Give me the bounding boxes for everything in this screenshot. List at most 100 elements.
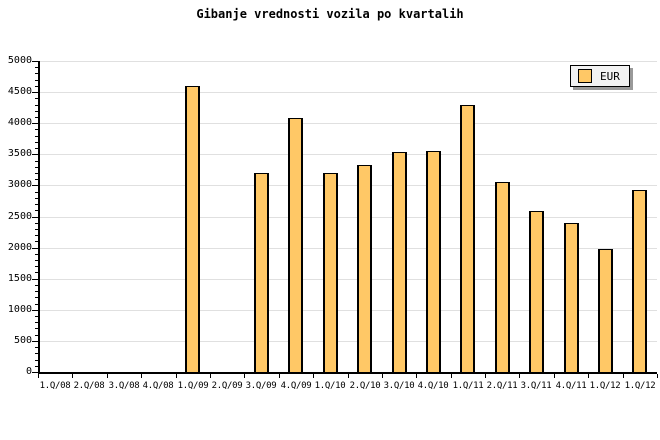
y-axis-tick-label: 4500 (7, 86, 32, 97)
y-gridline (38, 154, 657, 155)
y-axis-minor-tick (35, 366, 38, 367)
y-axis-tick-label: 1000 (7, 304, 32, 315)
x-axis-tick (657, 374, 658, 378)
y-gridline (38, 217, 657, 218)
bar (460, 105, 475, 372)
y-axis-minor-tick (35, 223, 38, 224)
x-axis-tick (554, 374, 555, 378)
x-axis-tick (141, 374, 142, 378)
y-axis-minor-tick (35, 204, 38, 205)
x-axis-tick-label: 4.Q/11 (555, 381, 587, 391)
y-gridline (38, 123, 657, 124)
y-axis-minor-tick (35, 167, 38, 168)
x-axis-tick-label: 1.Q/10 (314, 381, 346, 391)
x-axis-tick-label: 3.Q/10 (383, 381, 415, 391)
y-axis-minor-tick (35, 335, 38, 336)
y-axis-tick-label: 3000 (7, 179, 32, 190)
bar (529, 211, 544, 372)
y-axis-minor-tick (35, 179, 38, 180)
y-axis-minor-tick (35, 229, 38, 230)
y-axis-major-tick (32, 217, 38, 218)
y-axis-major-tick (32, 154, 38, 155)
y-axis-tick-label: 1500 (7, 273, 32, 284)
legend-series-label: EUR (600, 69, 620, 83)
y-axis-minor-tick (35, 161, 38, 162)
bar (392, 152, 407, 372)
y-axis-minor-tick (35, 105, 38, 106)
x-axis-tick-label: 4.Q/08 (142, 381, 174, 391)
y-axis-major-tick (32, 123, 38, 124)
y-axis-tick-label: 5000 (7, 55, 32, 66)
x-axis-tick-label: 3.Q/09 (245, 381, 277, 391)
x-axis-tick-label: 1.Q/12 (589, 381, 621, 391)
y-axis-minor-tick (35, 111, 38, 112)
x-axis-tick-label: 2.Q/08 (73, 381, 105, 391)
x-axis-tick (72, 374, 73, 378)
y-axis-minor-tick (35, 148, 38, 149)
y-gridline (38, 61, 657, 62)
x-axis-tick (416, 374, 417, 378)
y-axis-major-tick (32, 61, 38, 62)
y-axis-tick-label: 3500 (7, 148, 32, 159)
bar (598, 249, 613, 372)
x-axis-tick (244, 374, 245, 378)
x-axis-tick (348, 374, 349, 378)
bar (426, 151, 441, 372)
x-axis-tick (382, 374, 383, 378)
y-axis-major-tick (32, 185, 38, 186)
bar (185, 86, 200, 372)
y-axis-minor-tick (35, 98, 38, 99)
y-gridline (38, 92, 657, 93)
x-axis-tick-label: 2.Q/09 (211, 381, 243, 391)
x-axis-tick (38, 374, 39, 378)
y-axis-minor-tick (35, 328, 38, 329)
x-axis-tick (623, 374, 624, 378)
bar (564, 223, 579, 372)
x-axis-tick-label: 1.Q/12 (624, 381, 656, 391)
y-axis-major-tick (32, 248, 38, 249)
y-axis-tick-label: 2000 (7, 242, 32, 253)
x-axis-tick (313, 374, 314, 378)
y-gridline (38, 185, 657, 186)
y-axis-minor-tick (35, 198, 38, 199)
y-axis-minor-tick (35, 316, 38, 317)
y-axis-line (38, 61, 40, 374)
y-gridline (38, 279, 657, 280)
x-axis-line (38, 372, 657, 374)
y-axis-major-tick (32, 372, 38, 373)
y-gridline (38, 341, 657, 342)
y-axis-major-tick (32, 341, 38, 342)
y-axis-minor-tick (35, 192, 38, 193)
x-axis-tick-label: 1.Q/09 (177, 381, 209, 391)
y-axis-minor-tick (35, 142, 38, 143)
y-axis-minor-tick (35, 322, 38, 323)
y-axis-minor-tick (35, 241, 38, 242)
x-axis-tick-label: 3.Q/08 (108, 381, 140, 391)
bar (357, 165, 372, 372)
bar (495, 182, 510, 372)
y-axis-minor-tick (35, 347, 38, 348)
y-axis-minor-tick (35, 117, 38, 118)
bar (323, 173, 338, 372)
y-axis-major-tick (32, 279, 38, 280)
legend-swatch-icon (578, 69, 592, 83)
x-axis-tick (210, 374, 211, 378)
y-axis-minor-tick (35, 291, 38, 292)
y-axis-minor-tick (35, 285, 38, 286)
x-axis-tick (279, 374, 280, 378)
y-axis-minor-tick (35, 297, 38, 298)
bar (288, 118, 303, 372)
x-axis-tick (107, 374, 108, 378)
y-axis-minor-tick (35, 173, 38, 174)
x-axis-tick-label: 4.Q/10 (417, 381, 449, 391)
x-axis-tick-label: 3.Q/11 (520, 381, 552, 391)
x-axis-tick (588, 374, 589, 378)
y-gridline (38, 310, 657, 311)
x-axis-tick (451, 374, 452, 378)
x-axis-tick-label: 2.Q/10 (349, 381, 381, 391)
y-axis-minor-tick (35, 129, 38, 130)
x-axis-tick (485, 374, 486, 378)
y-axis-minor-tick (35, 86, 38, 87)
y-axis-minor-tick (35, 80, 38, 81)
